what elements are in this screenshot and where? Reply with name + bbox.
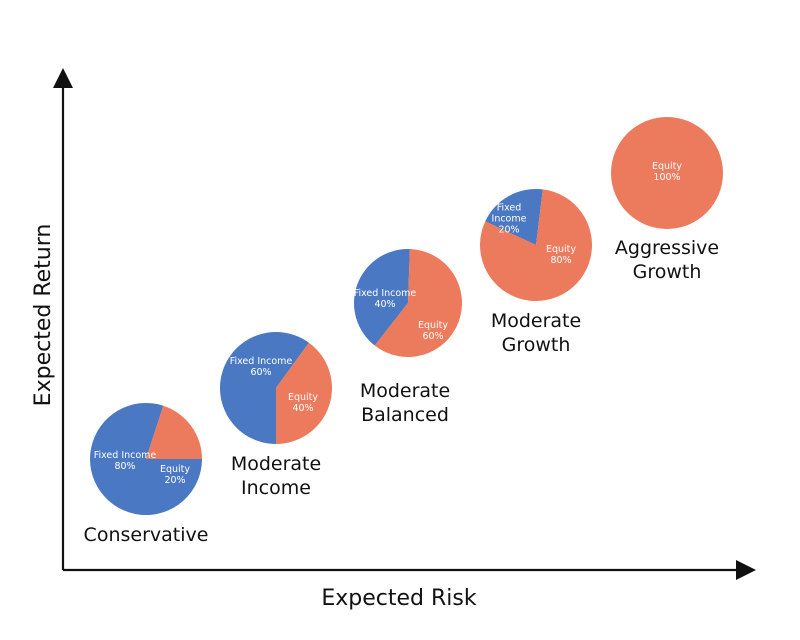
slice-data-label: Equity — [288, 392, 318, 403]
slice-data-label: 80% — [550, 255, 571, 266]
slice-data-label: Fixed Income — [230, 356, 293, 367]
profile-label: Moderate — [231, 453, 321, 475]
pie-slice-equity — [374, 249, 462, 357]
slice-data-label: 20% — [164, 475, 185, 486]
x-axis-title: Expected Risk — [321, 586, 476, 611]
slice-data-label: 60% — [422, 331, 443, 342]
pie-slice-fixed-income — [485, 189, 543, 245]
pie-slice-equity — [480, 189, 593, 302]
profile-label: Income — [241, 477, 311, 499]
pie-slice-equity — [611, 117, 723, 229]
profile-label: Growth — [502, 334, 571, 356]
slice-data-label: 80% — [114, 461, 135, 472]
profile-label: Moderate — [360, 380, 450, 402]
slice-data-label: Income — [492, 214, 527, 225]
slice-data-label: Fixed Income — [354, 288, 417, 299]
slice-data-label: 100% — [653, 172, 680, 183]
slice-data-label: Fixed Income — [94, 450, 157, 461]
pie-slice-fixed-income — [353, 248, 410, 346]
y-axis-title: Expected Return — [31, 224, 56, 407]
pie-slice-fixed-income — [219, 332, 309, 444]
profile-label: Aggressive — [615, 237, 719, 259]
pie-slice-fixed-income — [90, 403, 202, 516]
slice-data-label: Equity — [652, 161, 682, 172]
slice-data-label: 40% — [292, 403, 313, 414]
x-axis-arrow-icon — [736, 560, 756, 580]
y-axis-arrow-icon — [53, 68, 73, 88]
axes — [53, 68, 756, 580]
slice-data-label: Equity — [546, 244, 576, 255]
profile-label: Balanced — [361, 404, 449, 426]
pie-slice-equity — [146, 405, 202, 459]
pie-slice-equity — [276, 342, 332, 444]
profile-label: Growth — [633, 261, 702, 283]
slice-data-label: 40% — [374, 299, 395, 310]
profile-label: Conservative — [84, 524, 209, 546]
slice-data-label: 60% — [250, 367, 271, 378]
profile-label: Moderate — [491, 310, 581, 332]
slice-data-label: Equity — [418, 320, 448, 331]
slice-data-label: 20% — [498, 225, 519, 236]
slice-data-label: Equity — [160, 464, 190, 475]
slice-data-label: Fixed — [497, 203, 522, 214]
